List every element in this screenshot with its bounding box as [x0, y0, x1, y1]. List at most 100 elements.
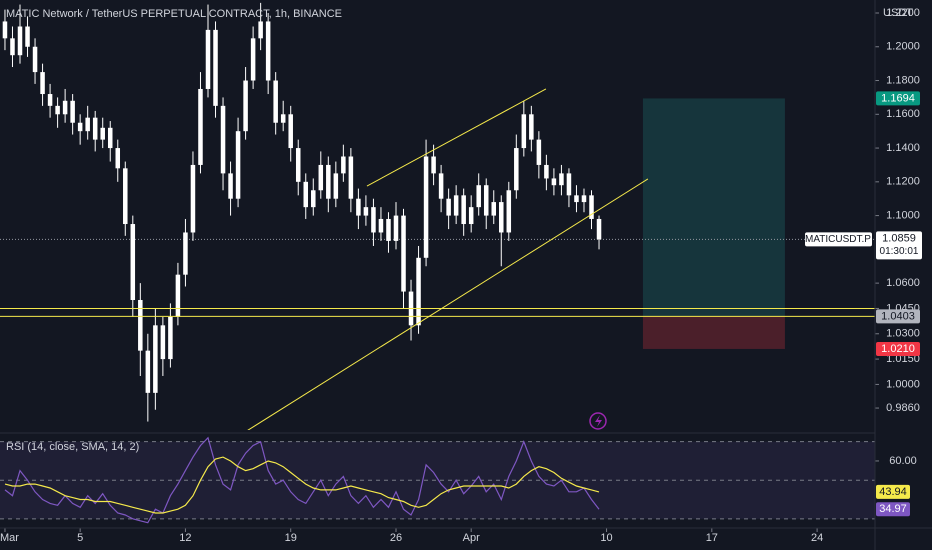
candle-body	[130, 224, 136, 301]
candle-body	[453, 195, 459, 216]
candle-body	[536, 139, 542, 165]
candle-body	[438, 173, 444, 199]
last-value-label: 34.97	[879, 503, 907, 515]
candle-body	[446, 198, 451, 216]
candle-body	[423, 156, 429, 258]
chart-title: MATIC Network / TetherUS PERPETUAL CONTR…	[6, 8, 342, 20]
candle-body	[356, 198, 361, 216]
candle-body	[250, 38, 256, 81]
candle-body	[318, 164, 324, 191]
candle-body	[190, 164, 196, 233]
x-tick-label: 24	[811, 532, 823, 544]
candle-body	[363, 207, 369, 216]
y-tick-label: 1.0300	[886, 328, 920, 340]
candle-body	[123, 168, 128, 225]
stop-label: 1.0210	[881, 343, 915, 355]
candle-body	[431, 156, 436, 174]
candle-body	[506, 190, 512, 233]
candle-body	[85, 117, 90, 132]
rsi-pane	[0, 436, 875, 524]
candle-body	[183, 232, 188, 275]
candle-body	[295, 148, 301, 182]
x-tick-label: 26	[390, 532, 402, 544]
stop-label-bg	[876, 341, 920, 356]
candle-body	[468, 207, 474, 225]
candle-body	[483, 185, 489, 216]
candle-body	[228, 173, 233, 199]
trend-line	[247, 178, 649, 430]
candle-body	[100, 127, 105, 140]
y-tick-label: 1.1600	[886, 108, 920, 120]
y-tick-label: 1.1800	[886, 74, 920, 86]
candle-body	[220, 105, 226, 174]
candle-body	[461, 195, 466, 225]
candle-body	[265, 21, 271, 81]
y-tick-label: 1.2000	[886, 41, 920, 53]
candle-body	[559, 173, 564, 186]
icon-circle	[589, 412, 607, 430]
target-label-bg	[876, 91, 920, 106]
candle-body	[273, 80, 278, 123]
candle-body	[160, 325, 166, 360]
y-tick-label: 1.1000	[886, 209, 920, 221]
candle-body	[205, 29, 211, 89]
candle-body	[62, 100, 68, 115]
candle-body	[348, 156, 354, 199]
candle-body	[596, 218, 602, 240]
y-tick-label: 1.2200	[886, 7, 920, 19]
icon-bolt	[595, 415, 602, 427]
candle-body	[589, 195, 594, 219]
candle-body	[145, 350, 151, 393]
x-tick-label: 17	[706, 532, 718, 544]
y-tick-label: 1.1400	[886, 142, 920, 154]
y-tick-label: 60.00	[889, 455, 917, 467]
symbol-label-bg	[805, 232, 872, 247]
candle-body	[258, 21, 263, 39]
last-value-bg	[876, 484, 910, 499]
candle-body	[175, 274, 181, 317]
candle-body	[55, 105, 60, 115]
x-tick-label: Apr	[463, 532, 480, 544]
x-tick-label: 10	[600, 532, 612, 544]
candle-body	[393, 215, 399, 241]
candle-body	[521, 114, 527, 149]
candle-body	[32, 46, 38, 73]
y-tick-label: 1.0150	[886, 353, 920, 365]
candle-body	[168, 316, 173, 360]
rsi-line	[4, 456, 600, 514]
candle-body	[25, 26, 30, 47]
candle-body	[2, 21, 8, 39]
candle-body	[333, 173, 339, 199]
candle-body	[107, 127, 113, 149]
candle-body	[401, 215, 406, 292]
candle-body	[416, 257, 421, 326]
y-tick-label: 0.9860	[886, 402, 920, 414]
x-tick-label: Mar	[0, 532, 19, 544]
last-price-bg	[876, 231, 922, 260]
currency-label: USDT	[883, 7, 913, 19]
candle-body	[198, 88, 203, 165]
candle-body	[378, 218, 384, 233]
candle-body	[70, 100, 75, 123]
replay-icon[interactable]	[589, 412, 607, 430]
last-price-label: 1.0859	[882, 232, 916, 244]
candle-body	[213, 29, 218, 106]
candle-body	[341, 156, 346, 174]
candle-body	[243, 80, 248, 132]
candle-body	[386, 218, 391, 241]
target-label: 1.1694	[881, 92, 915, 104]
candle-body	[581, 195, 587, 203]
entry-label: 1.0403	[881, 310, 915, 322]
candle-body	[544, 164, 549, 179]
candle-body	[288, 114, 293, 149]
x-tick-label: 5	[77, 532, 83, 544]
symbol-label: MATICUSDT.P	[805, 234, 871, 245]
candle-body	[371, 207, 376, 233]
candle-body	[551, 178, 557, 186]
candle-body	[10, 38, 15, 56]
countdown-label: 01:30:01	[880, 246, 919, 257]
candle-body	[303, 181, 309, 208]
candle-body	[40, 72, 45, 95]
